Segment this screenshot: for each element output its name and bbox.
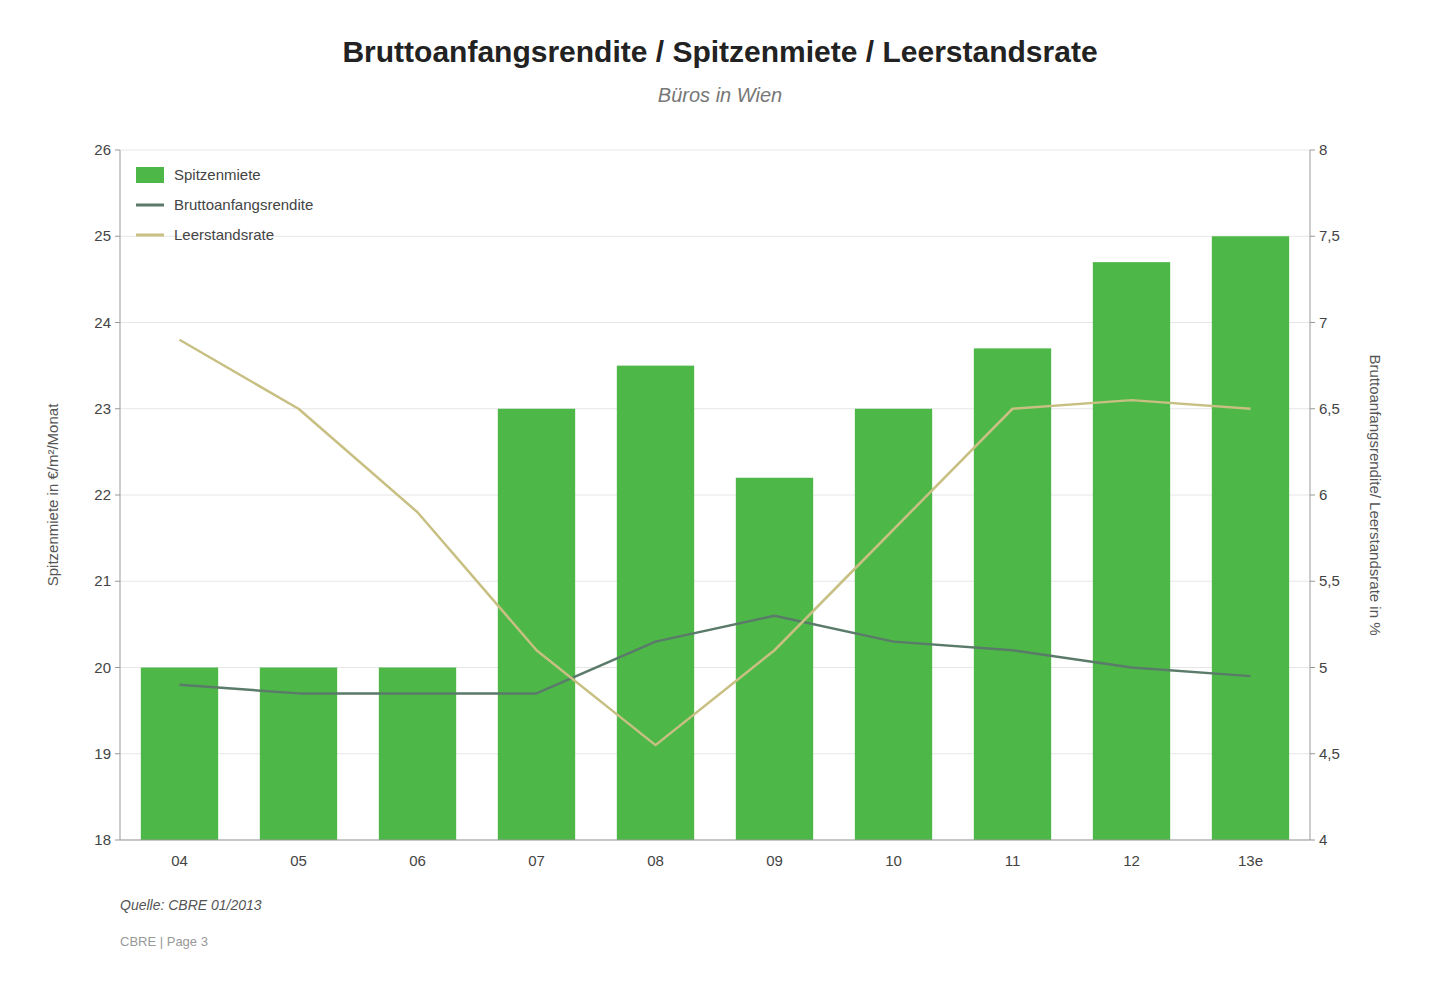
y-tick-label: 23 — [94, 400, 111, 417]
y2-tick-label: 5 — [1319, 659, 1327, 676]
y2-tick-label: 8 — [1319, 141, 1327, 158]
x-tick-label: 09 — [766, 852, 783, 869]
y2-tick-label: 6 — [1319, 486, 1327, 503]
y2-tick-label: 7 — [1319, 314, 1327, 331]
marks — [141, 236, 1289, 840]
legend-label: Leerstandsrate — [174, 226, 274, 243]
y2-tick-label: 4 — [1319, 831, 1327, 848]
x-tick-label: 05 — [290, 852, 307, 869]
chart: Bruttoanfangsrendite / Spitzenmiete / Le… — [0, 0, 1440, 997]
legend-swatch — [136, 204, 164, 207]
title: Bruttoanfangsrendite / Spitzenmiete / Le… — [342, 35, 1097, 68]
x-tick-label: 13e — [1238, 852, 1263, 869]
line — [180, 340, 1251, 745]
bar — [855, 409, 932, 840]
y2-tick — [1310, 495, 1315, 496]
y2-axis-label: Bruttoanfangsrendite/ Leerstandsrate in … — [1367, 354, 1384, 635]
legend-label: Bruttoanfangsrendite — [174, 196, 313, 213]
bar — [974, 348, 1051, 840]
annotation: CBRE | Page 3 — [120, 934, 208, 949]
x-tick-label: 12 — [1123, 852, 1140, 869]
y-tick — [115, 753, 120, 754]
y2-tick — [1310, 840, 1315, 841]
grid-line — [120, 840, 1310, 841]
subtitle: Büros in Wien — [658, 84, 782, 106]
background — [0, 0, 1440, 997]
annotation: Quelle: CBRE 01/2013 — [120, 897, 262, 913]
y-axis-label: Spitzenmiete in €/m²/Monat — [44, 403, 61, 586]
bar-series — [141, 236, 1289, 840]
x-tick-label: 08 — [647, 852, 664, 869]
x-axis-line — [120, 840, 1310, 841]
grid-line — [120, 150, 1310, 151]
x-tick-label: 10 — [885, 852, 902, 869]
y2-tick-label: 7,5 — [1319, 227, 1340, 244]
x-tick-label: 04 — [171, 852, 188, 869]
y-tick-label: 24 — [94, 314, 111, 331]
bar — [617, 366, 694, 840]
y-tick-label: 25 — [94, 227, 111, 244]
y2-tick — [1310, 753, 1315, 754]
legend: Spitzenmiete Bruttoanfangsrendite Leerstan… — [136, 166, 313, 243]
y-tick — [115, 150, 120, 151]
y-tick-label: 21 — [94, 572, 111, 589]
x-tick-label: 11 — [1005, 852, 1021, 869]
grid-line — [120, 236, 1310, 237]
y2-tick — [1310, 236, 1315, 237]
x-tick-label: 06 — [409, 852, 426, 869]
y-tick-label: 18 — [94, 831, 111, 848]
bar — [1212, 236, 1289, 840]
y-tick — [115, 408, 120, 409]
y2-tick — [1310, 667, 1315, 668]
bar — [736, 478, 813, 840]
y2-tick-label: 4,5 — [1319, 745, 1340, 762]
grid — [120, 150, 1310, 840]
line — [180, 616, 1251, 694]
legend-swatch — [136, 167, 164, 183]
bar — [1093, 262, 1170, 840]
y-tick-label: 20 — [94, 659, 111, 676]
y2-tick — [1310, 150, 1315, 151]
y-tick-label: 22 — [94, 486, 111, 503]
y2-tick-label: 6,5 — [1319, 400, 1340, 417]
legend-swatch — [136, 234, 164, 237]
y-tick-label: 19 — [94, 745, 111, 762]
y2-tick — [1310, 581, 1315, 582]
y-tick-label: 26 — [94, 141, 111, 158]
y-tick — [115, 840, 120, 841]
axes: 04 05 06 07 08 09 10 11 12 13e 18 19 20 21 22 23 24 25 26 4… — [44, 141, 1384, 869]
y2-tick — [1310, 322, 1315, 323]
y2-tick — [1310, 408, 1315, 409]
y2-tick-label: 5,5 — [1319, 572, 1340, 589]
y-tick — [115, 236, 120, 237]
y-tick — [115, 581, 120, 582]
y-tick — [115, 322, 120, 323]
bar — [498, 409, 575, 840]
bar — [141, 668, 218, 841]
y-tick — [115, 667, 120, 668]
y-tick — [115, 495, 120, 496]
x-tick-label: 07 — [528, 852, 545, 869]
legend-label: Spitzenmiete — [174, 166, 261, 183]
